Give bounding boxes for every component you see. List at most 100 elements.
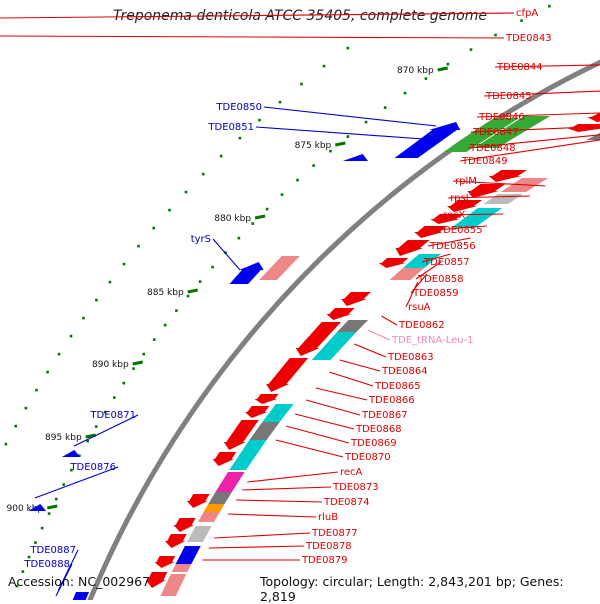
gene-arrow-minus (395, 240, 430, 256)
gene-box-minus (337, 320, 369, 332)
gene-box-minus (586, 132, 600, 140)
gene-label-minus: TDE_tRNA-Leu-1 (391, 335, 474, 346)
kbp-tick-label: 875 kbp (295, 141, 332, 151)
kbp-tick-label: 880 kbp (214, 214, 251, 224)
gene-arrow-minus (173, 518, 196, 532)
gene-label-plus: TDE0887 (29, 545, 76, 556)
gene-arrow-minus (587, 112, 600, 122)
gene-arrow-minus (566, 124, 600, 132)
gene-label-minus: recX (443, 210, 466, 221)
gene-arrow-minus (295, 322, 341, 356)
gene-label-plus: TDE0850 (215, 102, 262, 113)
gene-label-minus: TDE0856 (429, 241, 476, 252)
gene-label-minus: TDE0869 (350, 438, 397, 449)
gene-label-minus: TDE0874 (323, 497, 370, 508)
gene-box-plus (473, 116, 551, 148)
gene-label-plus: tyrS (191, 234, 211, 245)
gene-label-minus: TDE0848 (469, 143, 516, 154)
gene-arrow-minus (186, 494, 210, 508)
gene-arrow-minus (244, 406, 270, 418)
gene-box-minus (175, 546, 201, 564)
gene-label-minus: TDE0863 (387, 352, 434, 363)
genome-backbone (85, 57, 600, 600)
gene-label-plus: TDE0851 (207, 122, 254, 133)
gene-box-plus (72, 592, 90, 600)
gene-arrow-minus (154, 556, 176, 568)
gene-label-minus: recA (340, 467, 363, 478)
gene-arrow-minus (378, 258, 409, 268)
gene-label-plus: TDE0876 (69, 462, 116, 473)
gene-label-minus: TDE0873 (332, 482, 379, 493)
gene-label-minus: TDE0879 (301, 555, 348, 566)
gene-arrow-plus (229, 262, 264, 284)
gene-box-minus (171, 564, 192, 572)
gene-label-minus: TDE0866 (368, 395, 415, 406)
kbp-tick-mark (187, 288, 199, 294)
kbp-tick-mark (334, 141, 346, 147)
gene-labels: TDE0850 TDE0851 tyrS TDE0871 TDE0876 TDE0887 T… (0, 8, 600, 597)
gene-box-minus (311, 332, 357, 360)
gene-label-minus: TDE0867 (361, 410, 408, 421)
gene-label-minus: TDE0865 (374, 381, 421, 392)
gene-arrow-minus (145, 572, 168, 588)
gene-box-minus (249, 422, 280, 440)
gene-label-minus: TDE0849 (461, 156, 508, 167)
gene-label-minus: TDE0843 (505, 33, 552, 44)
gene-label-minus: TDE0858 (417, 274, 464, 285)
gene-arrow-minus (164, 534, 187, 548)
gene-box-minus (451, 208, 503, 228)
gene-arrow-minus (341, 292, 371, 306)
gene-label-minus: TDE0862 (398, 320, 445, 331)
gene-arrow-minus (414, 226, 448, 238)
minor-tick-dots (4, 4, 551, 588)
gene-arrow-minus (488, 170, 528, 182)
gene-label-minus: TDE0845 (485, 91, 532, 102)
gene-box-plus (259, 256, 300, 280)
gene-label-minus: TDE0868 (355, 424, 402, 435)
gene-box-minus (483, 194, 523, 204)
gene-box-minus (389, 268, 425, 280)
gene-box-minus (160, 574, 187, 596)
gene-box-minus (208, 492, 232, 504)
kbp-tick-mark (85, 433, 96, 439)
kbp-tick-label: 890 kbp (92, 360, 129, 370)
gene-box-minus (187, 526, 212, 542)
gene-label-minus: TDE0878 (305, 541, 352, 552)
kbp-tick-mark (437, 66, 448, 72)
gene-arrow-minus (212, 452, 237, 466)
gene-arrow-minus (447, 200, 483, 212)
kbp-tick-mark (254, 214, 266, 220)
gene-label-minus: TDE0870 (344, 452, 391, 463)
gene-label-minus: TDE0846 (478, 112, 525, 123)
gene-label-minus: TDE0847 (472, 127, 519, 138)
gene-arrow-plus (394, 122, 461, 158)
gene-label-minus: TDE0857 (423, 257, 470, 268)
gene-arrow-minus (430, 214, 463, 224)
kbp-tick-label: 900 kbp (7, 504, 44, 514)
map-title: Treponema denticola ATCC 35405, complete… (113, 8, 487, 24)
gene-label-minus: TDE0859 (412, 288, 459, 299)
gene-arrow-minus (266, 358, 309, 392)
gene-box-minus (402, 254, 442, 268)
gene-box-plus (443, 118, 520, 152)
accession-text: Accession: NC_002967 (8, 574, 151, 589)
gene-label-minus: rpsI (450, 193, 469, 204)
gene-label-minus: TDE0855 (436, 225, 483, 236)
kbp-tick-label: 885 kbp (147, 288, 184, 298)
gene-box-minus (215, 472, 245, 492)
gene-arrow-minus (254, 394, 279, 404)
gene-label-minus: cfpA (516, 8, 538, 19)
gene-arrow-minus (223, 420, 259, 450)
gene-box-minus (262, 404, 294, 422)
kbp-ticks: 870 kbp 875 kbp 880 kbp 885 kbp 890 kbp 895 k… (7, 66, 448, 514)
kbp-tick-mark (132, 360, 144, 366)
kbp-tick-mark (46, 504, 58, 510)
gene-label-minus: TDE0844 (496, 62, 543, 73)
gene-box-minus (229, 440, 267, 470)
gene-label-minus: TDE0864 (381, 366, 428, 377)
gene-box-minus (203, 504, 225, 512)
gene-label-minus: rluB (318, 512, 338, 523)
kbp-tick-label: 895 kbp (45, 433, 82, 443)
gene-arrow-minus (326, 308, 355, 320)
gene-label-plus: TDE0871 (89, 410, 136, 421)
